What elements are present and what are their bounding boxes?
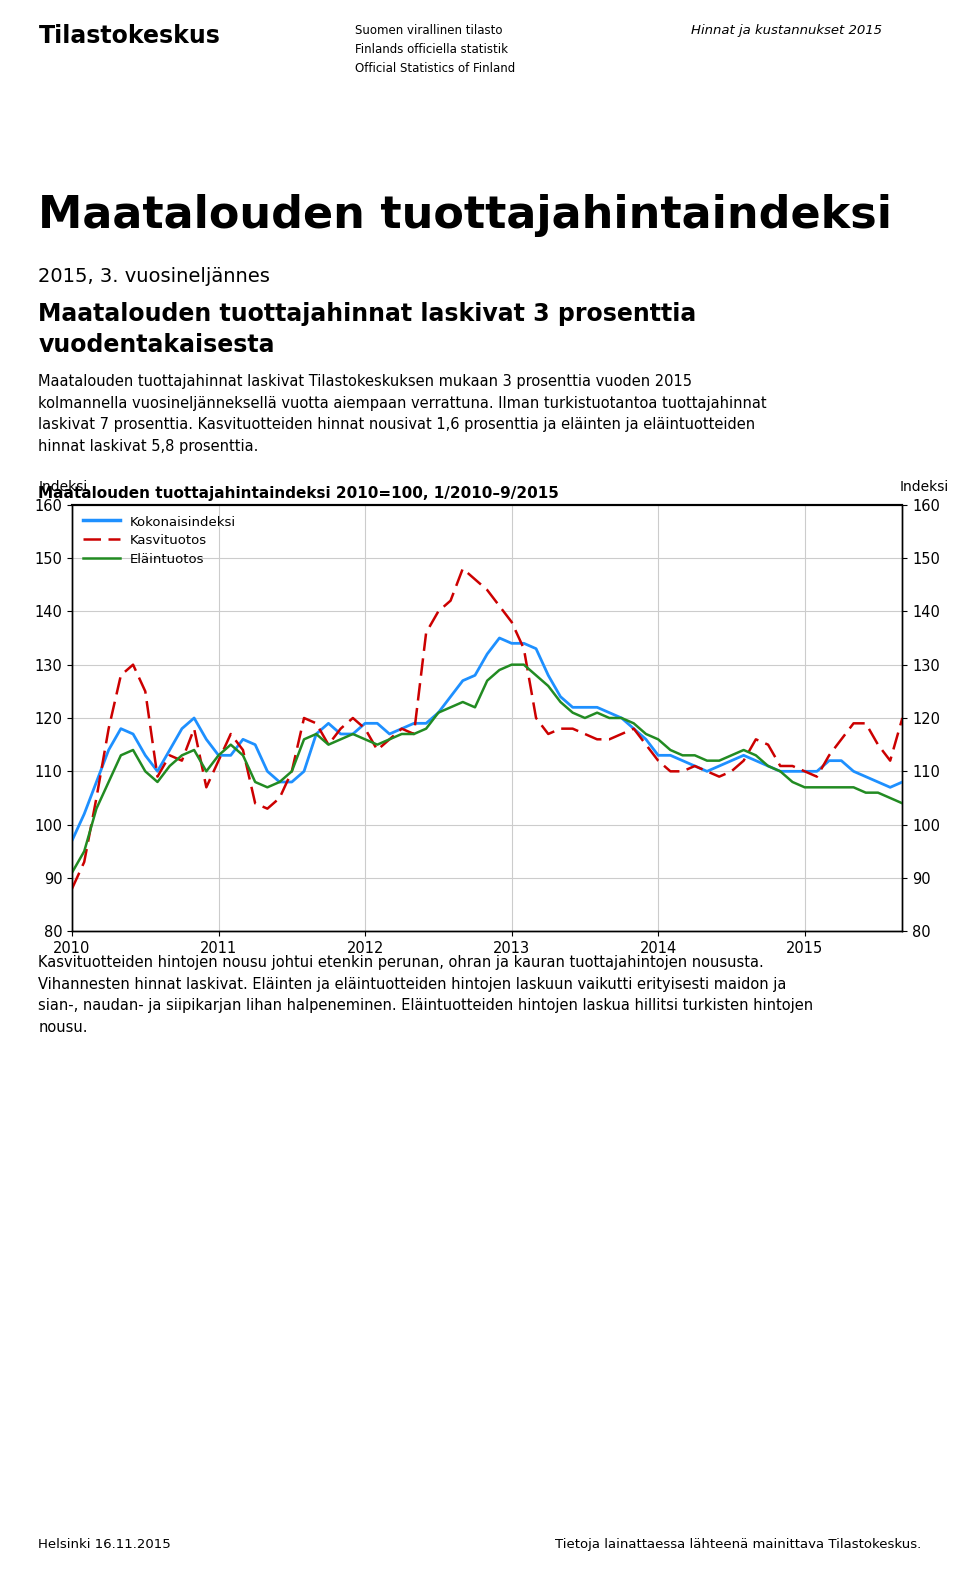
Text: Maatalouden tuottajahinnat laskivat Tilastokeskuksen mukaan 3 prosenttia vuoden : Maatalouden tuottajahinnat laskivat Tila… xyxy=(38,374,767,454)
Text: Helsinki 16.11.2015: Helsinki 16.11.2015 xyxy=(38,1538,171,1551)
Text: Maatalouden tuottajahinnat laskivat 3 prosenttia
vuodentakaisesta: Maatalouden tuottajahinnat laskivat 3 pr… xyxy=(38,302,697,357)
Text: Tietoja lainattaessa lähteenä mainittava Tilastokeskus.: Tietoja lainattaessa lähteenä mainittava… xyxy=(555,1538,922,1551)
Text: Tilastokeskus: Tilastokeskus xyxy=(38,24,220,48)
Text: Maatalouden tuottajahintaindeksi: Maatalouden tuottajahintaindeksi xyxy=(38,194,893,237)
Text: Kasvituotteiden hintojen nousu johtui etenkin perunan, ohran ja kauran tuottajah: Kasvituotteiden hintojen nousu johtui et… xyxy=(38,955,813,1035)
Legend: Kokonaisindeksi, Kasvituotos, Eläintuotos: Kokonaisindeksi, Kasvituotos, Eläintuoto… xyxy=(79,511,240,570)
Text: Indeksi: Indeksi xyxy=(38,479,87,494)
Text: Hinnat ja kustannukset 2015: Hinnat ja kustannukset 2015 xyxy=(691,24,882,37)
Text: 2015, 3. vuosineljännes: 2015, 3. vuosineljännes xyxy=(38,267,271,287)
Text: Suomen virallinen tilasto
Finlands officiella statistik
Official Statistics of F: Suomen virallinen tilasto Finlands offic… xyxy=(355,24,516,75)
Text: Maatalouden tuottajahintaindeksi 2010=100, 1/2010–9/2015: Maatalouden tuottajahintaindeksi 2010=10… xyxy=(38,486,560,500)
Text: Indeksi: Indeksi xyxy=(900,479,948,494)
